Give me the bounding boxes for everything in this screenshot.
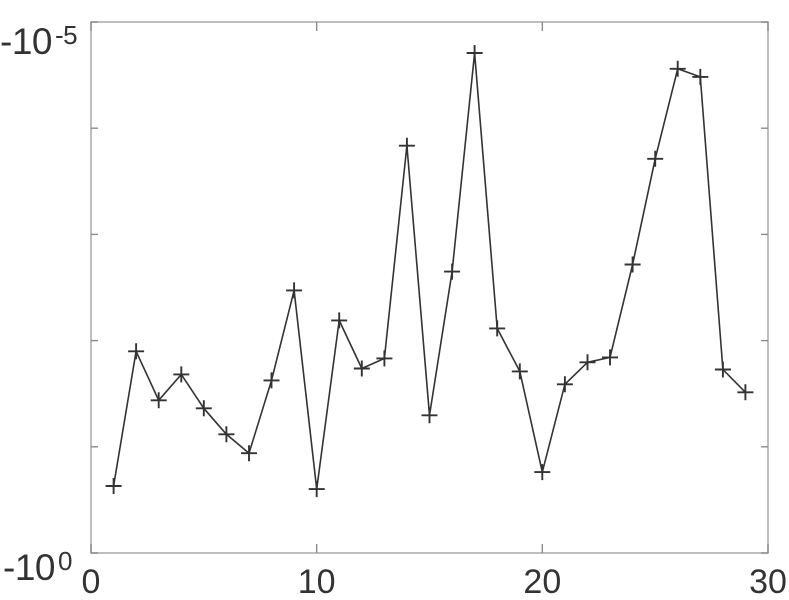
x-tick-label: 10 [297, 563, 336, 600]
x-tick-label: 0 [81, 563, 101, 600]
y-axis-label-bottom-exponent: 0 [57, 546, 72, 576]
series-line [112, 52, 746, 490]
y-axis-label-top: -10 -5 [0, 16, 78, 62]
point-markers [105, 45, 754, 498]
y-axis-label-bottom: -10 0 [3, 542, 72, 586]
y-axis-label-top-base: -10 [0, 21, 52, 62]
x-tick-label: 20 [523, 563, 562, 600]
plot-box [90, 21, 769, 554]
y-axis-label-top-exponent: -5 [54, 20, 78, 50]
y-axis-label-bottom-base: -10 [3, 547, 55, 588]
x-tick-label: 30 [749, 563, 787, 600]
